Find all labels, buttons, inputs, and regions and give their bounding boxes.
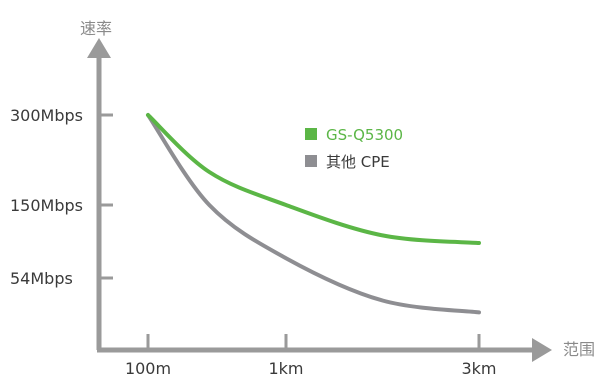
x-tick-label-1km: 1km: [268, 359, 303, 377]
y-tick-label-54: 54Mbps: [10, 269, 73, 288]
y-tick-label-150: 150Mbps: [10, 196, 83, 215]
x-axis-arrow-icon: [532, 338, 552, 362]
series-line-gs-q5300: [146, 113, 481, 245]
legend-swatch-gs-q5300: [305, 128, 317, 140]
x-axis-title: 范围: [563, 340, 595, 359]
x-tick-label-3km: 3km: [461, 359, 496, 377]
y-axis-title: 速率: [80, 19, 112, 38]
legend: GS-Q5300 其他 CPE: [305, 126, 403, 171]
legend-swatch-other-cpe: [305, 155, 317, 167]
x-tick-label-100m: 100m: [125, 359, 171, 377]
legend-label-other-cpe: 其他 CPE: [326, 153, 390, 171]
legend-label-gs-q5300: GS-Q5300: [326, 126, 403, 144]
series-line-other-cpe: [146, 113, 481, 315]
y-axis-arrow-icon: [87, 38, 111, 58]
y-tick-label-300: 300Mbps: [10, 106, 83, 125]
